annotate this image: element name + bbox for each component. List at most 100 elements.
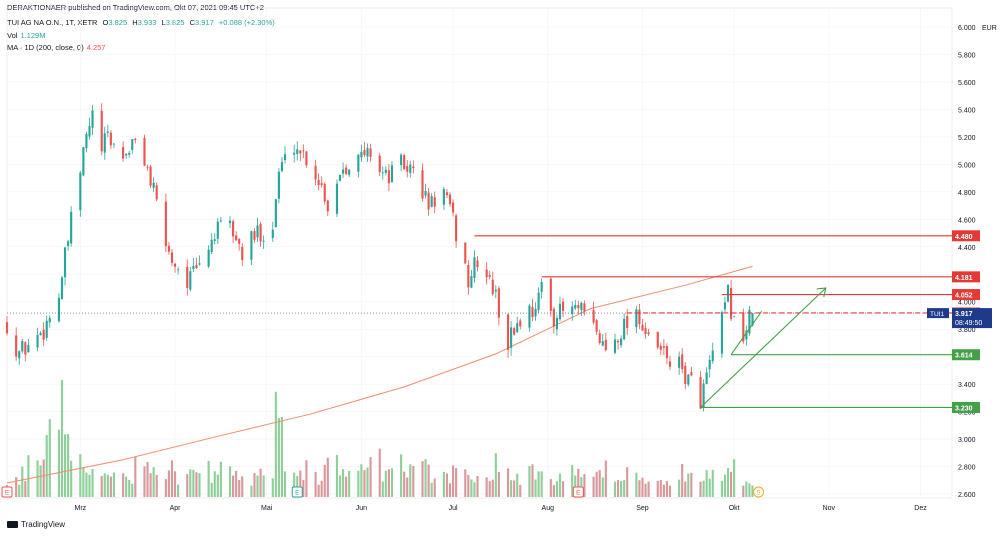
- volume-bar: [45, 435, 48, 497]
- candle-body: [519, 320, 522, 327]
- candle-body: [42, 329, 45, 340]
- volume-bar: [262, 475, 265, 497]
- volume-bar: [598, 470, 601, 497]
- candle-body: [626, 316, 629, 329]
- level-tag-3.230[interactable]: [952, 401, 980, 413]
- volume-bar: [384, 470, 387, 497]
- volume-bar: [577, 468, 580, 497]
- volume-bar: [668, 485, 672, 497]
- candle-body: [662, 346, 665, 348]
- x-tick-label: Aug: [542, 505, 555, 512]
- tradingview-logo[interactable]: TradingView: [7, 520, 65, 529]
- event-marker-letter: S: [756, 490, 761, 497]
- volume-legend: Vol 1.129M: [7, 31, 48, 40]
- candle-body: [177, 269, 180, 271]
- volume-bar: [134, 456, 137, 497]
- level-tag-4.480[interactable]: [952, 230, 980, 242]
- volume-bar: [665, 481, 668, 497]
- candle-body: [733, 316, 736, 318]
- volume-bar: [662, 484, 665, 497]
- level-tag-4.181[interactable]: [952, 271, 980, 283]
- volume-bar: [708, 478, 711, 497]
- volume-bar: [48, 419, 51, 497]
- volume-bar: [283, 471, 287, 497]
- split-marker[interactable]: [753, 486, 765, 498]
- earnings-marker[interactable]: [1, 486, 13, 498]
- volume-bar: [277, 418, 280, 497]
- trendline[interactable]: [730, 311, 763, 356]
- candle-body: [687, 374, 690, 385]
- candle-body: [442, 189, 445, 205]
- candle-body: [60, 277, 64, 300]
- candle-body: [357, 154, 360, 172]
- level-tag-label: 3.614: [955, 353, 973, 360]
- candle-body: [100, 110, 103, 152]
- volume-bar: [79, 454, 82, 497]
- symbol-tag[interactable]: [927, 308, 949, 319]
- last-price-time: 08:49:50: [955, 320, 982, 327]
- level-tag-label: 4.181: [955, 275, 973, 282]
- volume-bar: [67, 434, 70, 497]
- last-price-tag[interactable]: [952, 308, 992, 329]
- volume-bar: [228, 466, 232, 497]
- volume-bar: [323, 464, 326, 497]
- level-tag-4.052[interactable]: [952, 289, 980, 301]
- candle-body: [421, 170, 424, 199]
- level-tag-3.614[interactable]: [952, 349, 980, 361]
- candle-body: [641, 324, 644, 331]
- level-tag-label: 4.052: [955, 293, 973, 300]
- volume-bar: [748, 483, 751, 497]
- volume-bar: [122, 473, 125, 497]
- volume-bar: [424, 459, 427, 497]
- volume-bar: [378, 448, 381, 497]
- candle-body: [335, 183, 339, 214]
- grid: [6, 7, 953, 499]
- candle-body: [552, 308, 555, 327]
- earnings-marker[interactable]: [291, 486, 303, 498]
- volume-bar: [192, 469, 195, 497]
- ma-label: MA · 1D (200, close, 0): [7, 43, 84, 52]
- candle-body: [720, 312, 723, 354]
- candle-body: [403, 155, 406, 170]
- volume-bar: [342, 469, 345, 497]
- candle-body: [170, 252, 174, 263]
- candle-body: [455, 215, 458, 242]
- volume-bar: [219, 461, 222, 497]
- candle-body: [70, 211, 73, 244]
- candle-body: [635, 309, 638, 328]
- earnings-marker[interactable]: [572, 486, 584, 498]
- volume-bar: [534, 479, 537, 497]
- y-tick-label: 4.600: [958, 217, 976, 224]
- volume-bar: [451, 465, 455, 497]
- candle-body: [708, 359, 711, 370]
- candle-body: [601, 341, 604, 346]
- volume-bar: [128, 479, 131, 497]
- candle-body: [314, 165, 317, 180]
- volume-bar: [167, 470, 170, 497]
- open-label: O: [102, 18, 109, 27]
- volume-bar: [198, 473, 201, 497]
- time-axis[interactable]: Mrz Apr Mai Jun Jul Aug Sep Okt Nov Dez: [74, 505, 927, 512]
- x-tick-label: Okt: [729, 505, 740, 512]
- candle-body: [24, 342, 27, 355]
- volume-bar: [409, 464, 412, 497]
- currency-label: EUR: [982, 25, 997, 32]
- candle-body: [540, 281, 543, 292]
- price-axis[interactable]: 6.000 5.800 5.600 5.400 5.200 5.000 4.800 4.600…: [927, 25, 997, 499]
- volume-bar: [690, 472, 693, 497]
- trendline[interactable]: [700, 287, 827, 408]
- volume-bar: [540, 471, 543, 497]
- volume-bar: [24, 481, 27, 497]
- candle-body: [228, 220, 232, 224]
- candle-body: [473, 257, 476, 278]
- volume-bar: [213, 471, 216, 497]
- candle-body: [745, 330, 748, 340]
- candle-body: [638, 309, 641, 325]
- candle-body: [48, 318, 51, 323]
- volume-bar: [317, 484, 320, 497]
- level-lines[interactable]: [7, 235, 952, 409]
- candle-body: [580, 302, 583, 311]
- candle-body: [338, 174, 342, 181]
